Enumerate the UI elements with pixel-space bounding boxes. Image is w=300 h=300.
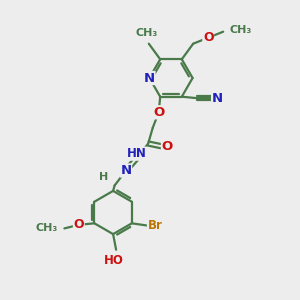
Text: N: N	[144, 71, 155, 85]
Text: CH₃: CH₃	[35, 224, 58, 233]
Text: Br: Br	[148, 219, 162, 232]
Text: O: O	[153, 106, 164, 119]
Text: N: N	[120, 164, 132, 177]
Text: O: O	[161, 140, 173, 153]
Text: O: O	[74, 218, 84, 231]
Text: O: O	[203, 31, 214, 44]
Text: H: H	[99, 172, 109, 182]
Text: N: N	[212, 92, 223, 105]
Text: HO: HO	[104, 254, 124, 267]
Text: CH₃: CH₃	[135, 28, 158, 38]
Text: CH₃: CH₃	[230, 25, 252, 35]
Text: HN: HN	[127, 147, 147, 160]
